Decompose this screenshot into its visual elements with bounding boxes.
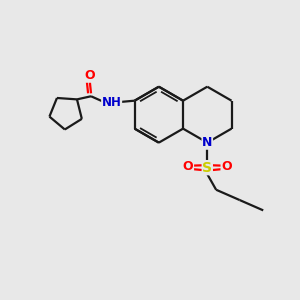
Text: O: O xyxy=(84,69,95,82)
Text: N: N xyxy=(202,136,212,149)
Text: NH: NH xyxy=(102,96,122,109)
Text: O: O xyxy=(221,160,232,173)
Text: O: O xyxy=(183,160,194,173)
Text: S: S xyxy=(202,161,212,175)
